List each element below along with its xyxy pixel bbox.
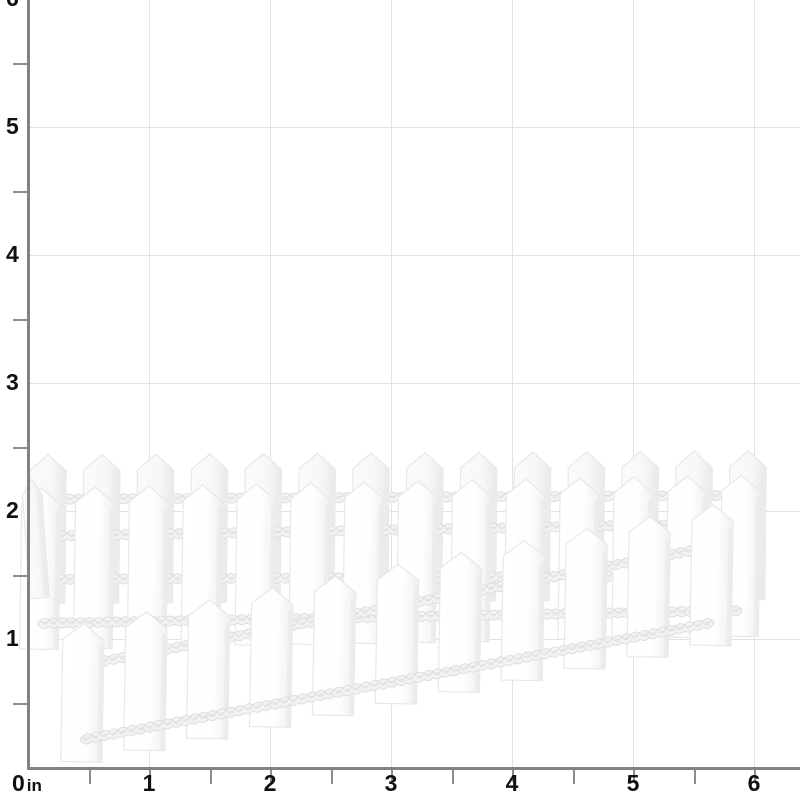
y-axis-minor-tick <box>13 63 27 65</box>
x-axis-label: 4 <box>505 770 519 796</box>
y-axis-minor-tick <box>13 575 27 577</box>
ruler-grid-area <box>29 0 800 768</box>
x-axis-major-tick <box>149 770 151 782</box>
x-axis-major-tick <box>633 770 635 782</box>
x-axis-major-tick <box>270 770 272 782</box>
x-axis-unit-label: in <box>26 776 42 795</box>
x-axis-origin-value: 0 <box>12 770 25 796</box>
x-axis-origin-label: 0 in <box>12 772 42 795</box>
gridline-horizontal <box>29 255 800 256</box>
gridline-horizontal <box>29 127 800 128</box>
y-axis-minor-tick <box>13 319 27 321</box>
x-axis-label: 3 <box>384 770 398 796</box>
y-axis-label: 5 <box>6 113 19 139</box>
x-axis-major-tick <box>391 770 393 782</box>
y-axis-label: 3 <box>6 369 19 395</box>
x-axis-major-tick <box>512 770 514 782</box>
gridline-vertical <box>270 0 271 768</box>
y-axis-minor-tick <box>13 703 27 705</box>
gridline-vertical <box>391 0 392 768</box>
x-axis-minor-tick <box>693 770 696 784</box>
x-axis-label: 6 <box>747 770 761 796</box>
y-axis-minor-tick <box>13 191 27 193</box>
y-axis-label: 1 <box>6 625 19 651</box>
x-axis-label: 1 <box>142 770 156 796</box>
x-axis-minor-tick <box>572 770 575 784</box>
y-axis-label: 4 <box>6 241 19 267</box>
gridline-vertical <box>149 0 150 768</box>
x-axis-minor-tick <box>451 770 454 784</box>
x-axis-label: 2 <box>263 770 277 796</box>
x-axis-minor-tick <box>330 770 333 784</box>
x-axis-line <box>27 767 800 770</box>
gridline-horizontal <box>29 639 800 640</box>
y-axis-minor-tick <box>13 447 27 449</box>
y-axis-label: 6 <box>6 0 19 10</box>
x-axis-minor-tick <box>88 770 91 784</box>
x-axis-major-tick <box>754 770 756 782</box>
gridline-vertical <box>512 0 513 768</box>
gridline-horizontal <box>29 511 800 512</box>
gridline-vertical <box>633 0 634 768</box>
y-axis-line <box>27 0 30 770</box>
x-axis-minor-tick <box>209 770 212 784</box>
gridline-horizontal <box>29 383 800 384</box>
y-axis-label: 2 <box>6 497 19 523</box>
gridline-vertical <box>754 0 755 768</box>
x-axis-label: 5 <box>626 770 640 796</box>
